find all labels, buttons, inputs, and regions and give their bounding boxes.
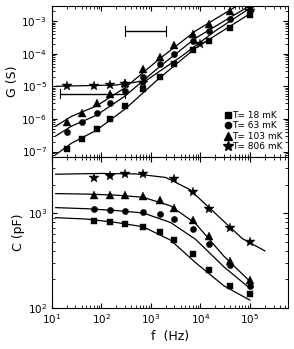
Y-axis label: G (S): G (S): [6, 65, 19, 97]
Legend: T= 18 mK, T= 63 mK, T= 103 mK, T= 806 mK: T= 18 mK, T= 63 mK, T= 103 mK, T= 806 mK: [224, 110, 284, 152]
X-axis label: f  (Hz): f (Hz): [151, 331, 189, 343]
Y-axis label: C (pF): C (pF): [12, 213, 25, 251]
